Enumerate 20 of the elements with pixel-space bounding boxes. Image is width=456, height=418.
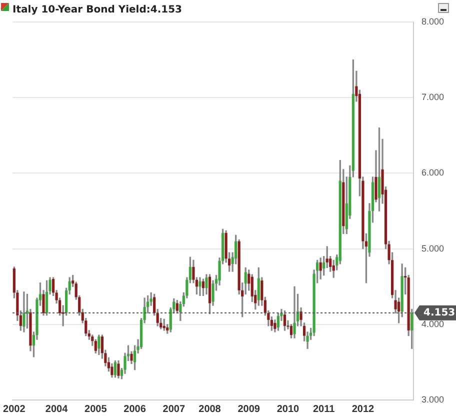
candlestick [293, 286, 296, 338]
x-tick-label: 2010 [276, 404, 300, 415]
x-tick-label: 2006 [124, 404, 146, 415]
x-tick-label: 2008 [198, 404, 222, 415]
y-tick-label: 5.000 [421, 243, 444, 254]
ref-line-label: 4.153 [423, 307, 456, 318]
x-tick-label: 2012 [352, 404, 375, 415]
x-tick-label: 2005 [84, 404, 108, 415]
x-tick-label: 2002 [3, 404, 26, 415]
y-tick-label: 3.000 [421, 394, 444, 404]
candlestick [198, 277, 202, 296]
x-tick-label: 2011 [312, 404, 336, 415]
x-tick-label: 2009 [238, 404, 260, 415]
chart-title: Italy 10-Year Bond Yield:4.153 [12, 4, 182, 16]
x-tick-label: 2004 [45, 404, 68, 415]
x-tick-label: 2007 [162, 404, 186, 415]
y-tick-label: 7.000 [421, 92, 444, 102]
y-tick-label: 8.000 [421, 16, 444, 26]
y-tick-label: 4.000 [421, 318, 444, 329]
y-tick-label: 6.000 [421, 168, 444, 178]
